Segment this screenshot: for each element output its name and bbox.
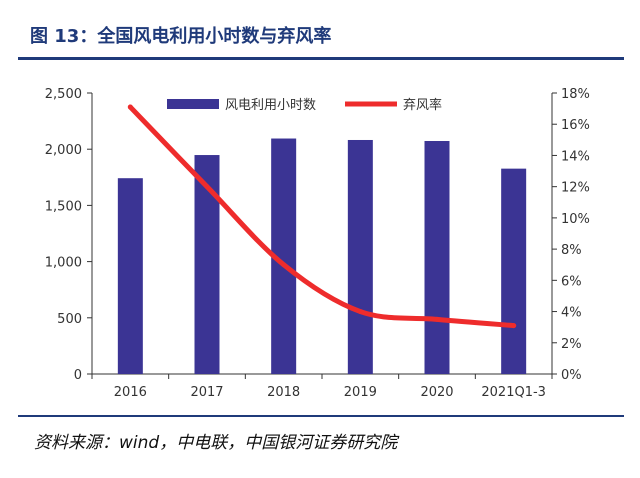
line-series — [127, 104, 517, 329]
x-tick-label: 2020 — [420, 385, 453, 400]
right-tick-label: 12% — [561, 181, 590, 196]
right-tick-label: 14% — [561, 149, 590, 164]
page-title: 图 13：全国风电利用小时数与弃风率 — [30, 26, 332, 47]
left-tick-label: 2,000 — [45, 143, 82, 158]
left-tick-label: 500 — [57, 312, 82, 327]
title-divider — [18, 57, 624, 60]
left-tick-label: 2,500 — [45, 87, 82, 102]
line-point — [434, 316, 440, 322]
left-tick-label: 1,500 — [45, 199, 82, 214]
x-tick-label: 2019 — [344, 385, 377, 400]
line-point — [511, 323, 517, 329]
bar — [194, 155, 220, 374]
x-tick-label: 2021Q1-3 — [481, 385, 546, 400]
x-tick-label: 2016 — [114, 385, 147, 400]
bar — [117, 178, 143, 374]
legend-line-label: 弃风率 — [403, 97, 442, 113]
legend-bar-label: 风电利用小时数 — [225, 98, 316, 113]
right-tick-label: 16% — [561, 118, 590, 133]
right-tick-label: 18% — [561, 87, 590, 102]
line-path — [127, 104, 517, 329]
source-note: 资料来源：wind，中电联，中国银河证券研究院 — [34, 433, 398, 453]
line-point — [357, 309, 363, 315]
line-point — [204, 184, 210, 190]
bar-series — [117, 138, 527, 374]
bar — [347, 139, 373, 374]
left-tick-label: 0 — [74, 368, 82, 383]
right-tick-label: 4% — [561, 306, 582, 321]
bar — [424, 140, 450, 374]
axes: 0 500 1,000 1,500 2,000 2,500 0% 2% 4% 6% 8% 10% 12%… — [45, 87, 590, 400]
left-tick-label: 1,000 — [45, 256, 82, 271]
line-point — [281, 262, 287, 268]
source-divider — [18, 415, 624, 417]
right-tick-label: 2% — [561, 337, 582, 352]
right-tick-label: 0% — [561, 368, 582, 383]
line-point — [127, 104, 133, 110]
bar — [501, 168, 527, 374]
x-tick-label: 2018 — [267, 385, 300, 400]
right-tick-label: 6% — [561, 274, 582, 289]
legend: 风电利用小时数 弃风率 — [167, 97, 442, 113]
x-tick-label: 2017 — [190, 385, 223, 400]
right-tick-label: 8% — [561, 243, 582, 258]
legend-bar-swatch — [167, 99, 219, 109]
right-tick-label: 10% — [561, 212, 590, 227]
